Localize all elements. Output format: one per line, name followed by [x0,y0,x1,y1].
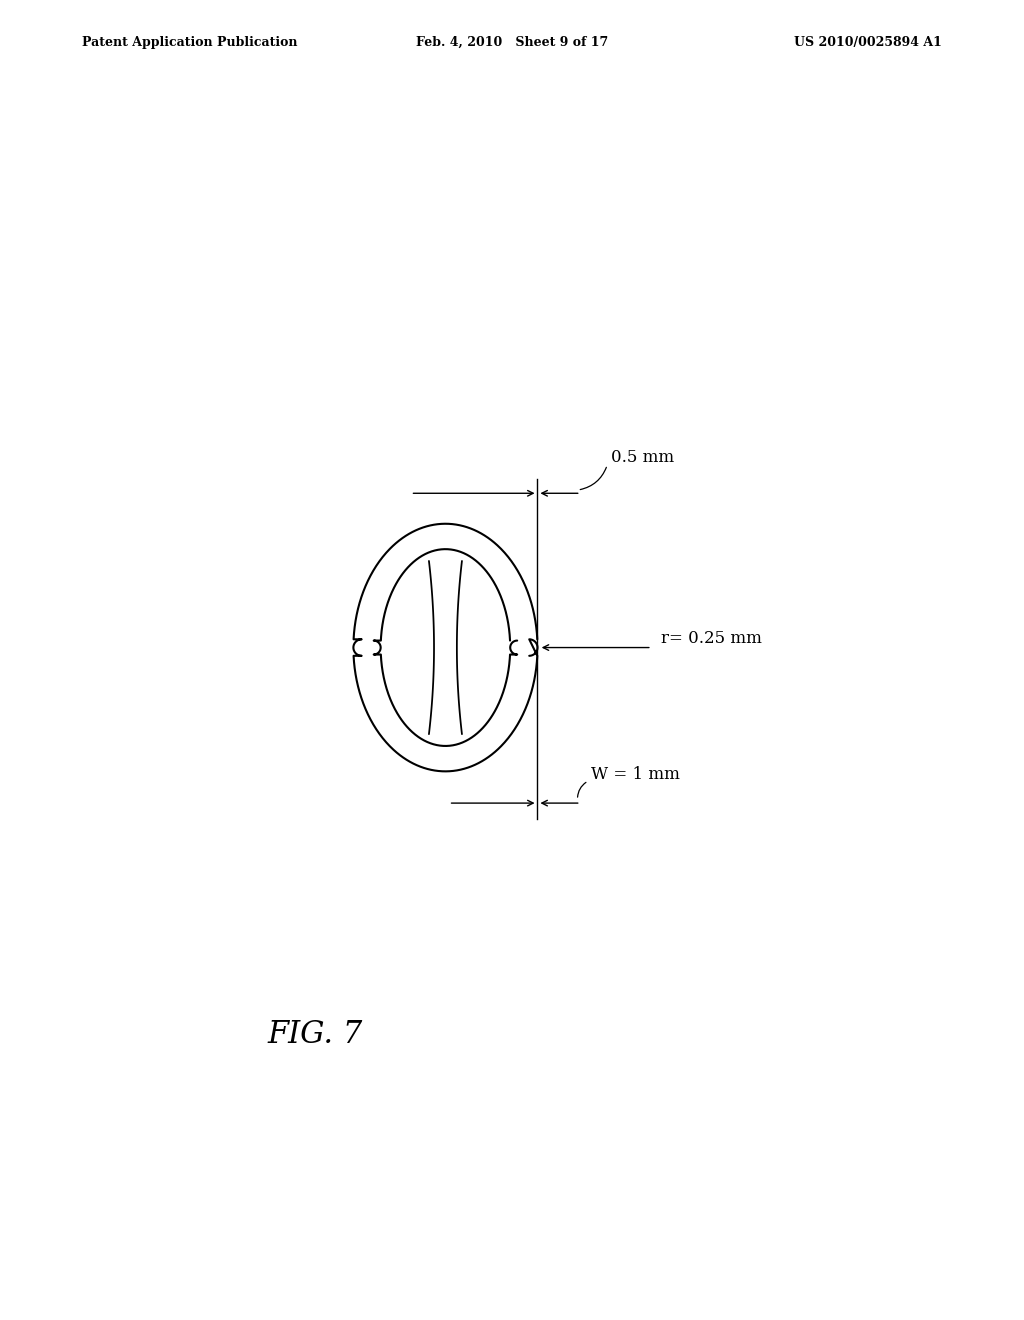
Text: r= 0.25 mm: r= 0.25 mm [662,630,762,647]
Text: 0.5 mm: 0.5 mm [610,449,674,466]
Text: W = 1 mm: W = 1 mm [592,766,680,783]
Text: Feb. 4, 2010   Sheet 9 of 17: Feb. 4, 2010 Sheet 9 of 17 [416,36,608,49]
Text: US 2010/0025894 A1: US 2010/0025894 A1 [795,36,942,49]
Text: FIG. 7: FIG. 7 [267,1019,362,1051]
Text: Patent Application Publication: Patent Application Publication [82,36,297,49]
